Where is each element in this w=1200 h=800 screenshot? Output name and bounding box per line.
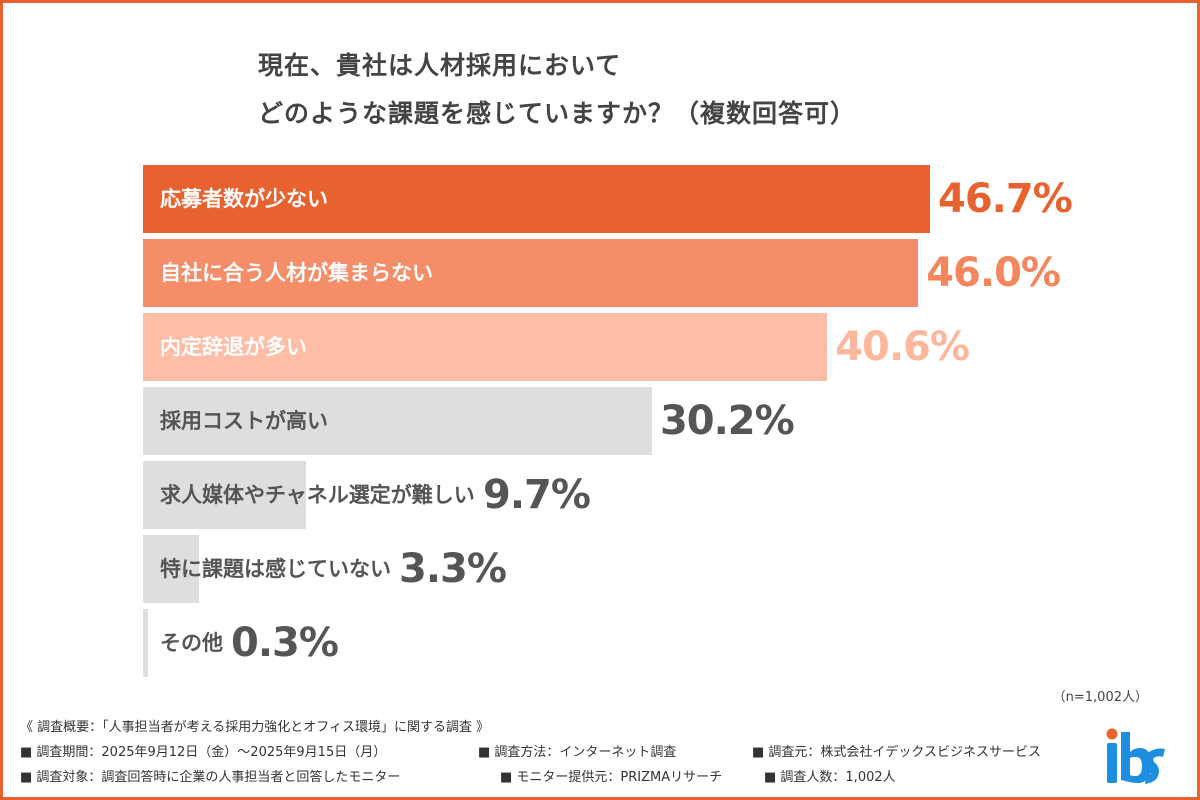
bar — [143, 165, 930, 233]
bar-row: 採用コストが高い 30.2% — [143, 387, 1143, 455]
bar-row: 自社に合う人材が集まらない 46.0% — [143, 239, 1143, 307]
bar-row: その他 0.3% — [143, 609, 1143, 677]
chart-title: 現在、貴社は人材採用において どのような課題を感じていますか？（複数回答可） — [258, 42, 856, 138]
bar-row: 特に課題は感じていない 3.3% — [143, 535, 1143, 603]
bar — [143, 313, 828, 381]
category-label: その他 — [160, 631, 223, 655]
value-label: 9.7% — [483, 472, 591, 518]
footer-provider: ■ モニター提供元：PRIZMAリサーチ — [500, 770, 723, 785]
footer-source: ■ 調査元：株式会社イデックスビジネスサービス — [752, 745, 1042, 760]
footer-count: ■ 調査人数：1,002人 — [764, 770, 896, 785]
category-label: 特に課題は感じていない — [160, 557, 391, 581]
category-label: 求人媒体やチャネル選定が難しい — [160, 483, 475, 507]
footer-target: ■ 調査対象：調査回答時に企業の人事担当者と回答したモニター — [20, 770, 401, 785]
bar — [143, 461, 307, 529]
value-label: 0.3% — [231, 620, 339, 666]
category-label: 内定辞退が多い — [160, 335, 307, 359]
title-line-1: 現在、貴社は人材採用において — [258, 51, 622, 80]
bar — [143, 609, 149, 677]
value-label: 40.6% — [835, 324, 970, 370]
title-line-2: どのような課題を感じていますか？（複数回答可） — [258, 99, 857, 128]
bar-row: 応募者数が少ない 46.7% — [143, 165, 1143, 233]
bar-row: 内定辞退が多い 40.6% — [143, 313, 1143, 381]
bar — [143, 239, 919, 307]
value-label: 46.0% — [926, 250, 1061, 296]
value-label: 3.3% — [399, 546, 507, 592]
sample-size-note: （n=1,002人） — [1052, 690, 1148, 705]
category-label: 採用コストが高い — [160, 409, 328, 433]
footer-period: ■ 調査期間：2025年9月12日（金）～2025年9月15日（月） — [20, 745, 387, 760]
bar — [143, 387, 652, 455]
value-label: 30.2% — [659, 398, 795, 444]
value-label: 46.7% — [938, 176, 1073, 222]
footer-method: ■ 調査方法：インターネット調査 — [478, 745, 677, 760]
category-label: 自社に合う人材が集まらない — [160, 261, 433, 285]
category-label: 応募者数が少ない — [160, 187, 328, 211]
bar-row: 求人媒体やチャネル選定が難しい 9.7% — [143, 461, 1143, 529]
ibs-logo — [1106, 728, 1165, 784]
bar — [143, 535, 199, 603]
footer-summary: 《 調査概要：「人事担当者が考える採用力強化とオフィス環境」に関する調査 》 — [20, 720, 490, 735]
